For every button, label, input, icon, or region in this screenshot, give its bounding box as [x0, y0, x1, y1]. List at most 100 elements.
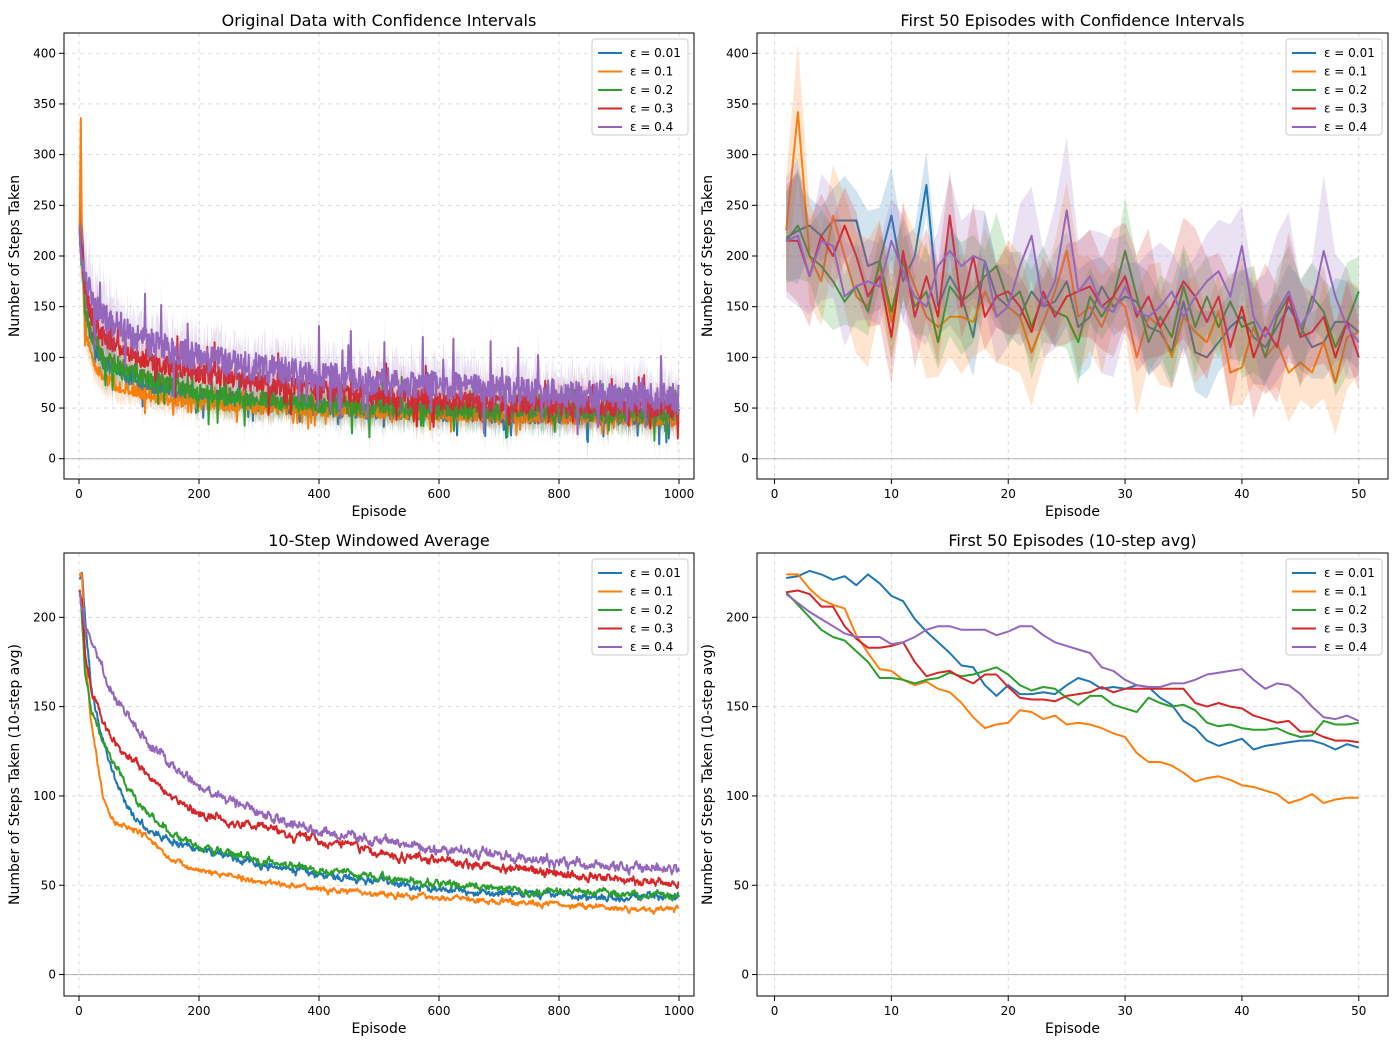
series-line-0	[786, 569, 1360, 751]
y-tick-label: 200	[33, 249, 56, 263]
series-line-1	[78, 572, 680, 915]
series-line-2	[78, 230, 680, 442]
chart-title: First 50 Episodes with Confidence Interv…	[900, 11, 1244, 30]
y-tick-label: 50	[734, 401, 749, 415]
series-line-1	[786, 573, 1359, 805]
legend-label: ε = 0.2	[630, 83, 673, 97]
series-line-2	[785, 224, 1360, 359]
y-axis-label: Number of Steps Taken	[700, 175, 716, 337]
y-tick-label: 300	[33, 148, 56, 162]
legend-box	[1285, 38, 1383, 136]
y-tick-label: 150	[33, 700, 56, 714]
x-tick-label: 0	[771, 1004, 779, 1018]
plot-area	[785, 569, 1360, 805]
y-tick-label: 50	[41, 878, 56, 892]
panel-win50: 0 10 20 30 40 50 0 50 100 150 200 First 50 Episodes…	[700, 531, 1389, 1037]
legend-label: ε = 0.3	[1324, 102, 1367, 116]
legend-label: ε = 0.1	[630, 65, 673, 79]
x-tick-label: 10	[884, 487, 899, 501]
plot-area	[785, 43, 1360, 435]
panel-first50: 0 10 20 30 40 50 0 50 100 150 200 250 300 350 400 First…	[700, 11, 1389, 520]
series-line-4	[785, 209, 1360, 343]
y-axis-label: Number of Steps Taken	[7, 175, 23, 337]
legend-label: ε = 0.1	[630, 585, 673, 599]
axes-frame	[756, 552, 1389, 997]
x-tick-label: 0	[75, 1004, 83, 1018]
y-tick-label: 100	[33, 350, 56, 364]
legend-box	[1285, 558, 1383, 656]
x-tick-label: 10	[884, 1004, 899, 1018]
series-line-3	[78, 589, 680, 890]
series-line-4	[785, 593, 1360, 722]
x-tick-label: 20	[1001, 1004, 1016, 1018]
y-tick-label: 200	[726, 249, 749, 263]
y-tick-label: 50	[734, 878, 749, 892]
y-tick-label: 100	[726, 789, 749, 803]
x-tick-label: 600	[428, 487, 451, 501]
y-axis-label: Number of Steps Taken (10-step avg)	[700, 644, 716, 905]
axes-frame	[63, 552, 695, 997]
x-axis-label: Episode	[352, 504, 407, 520]
series-line-4	[78, 225, 680, 436]
legend-label: ε = 0.01	[630, 566, 681, 580]
y-tick-label: 50	[41, 401, 56, 415]
y-tick-label: 0	[741, 452, 749, 466]
x-tick-label: 600	[428, 1004, 451, 1018]
y-tick-label: 150	[33, 300, 56, 314]
legend-label: ε = 0.2	[630, 603, 673, 617]
series-line-2	[785, 591, 1359, 738]
y-tick-label: 350	[33, 97, 56, 111]
legend: ε = 0.01 ε = 0.1 ε = 0.2 ε = 0.3 ε = 0.4	[1285, 38, 1383, 136]
y-axis-label: Number of Steps Taken (10-step avg)	[7, 644, 23, 905]
legend-label: ε = 0.01	[1324, 46, 1375, 60]
legend-label: ε = 0.01	[630, 46, 681, 60]
legend-label: ε = 0.2	[1324, 603, 1367, 617]
series-line-2	[78, 590, 680, 902]
legend-label: ε = 0.2	[1324, 83, 1367, 97]
legend-label: ε = 0.4	[630, 640, 673, 654]
ci-band-4	[786, 137, 1359, 394]
legend-label: ε = 0.3	[630, 102, 673, 116]
x-axis-label: Episode	[1045, 1021, 1100, 1037]
legend: ε = 0.01 ε = 0.1 ε = 0.2 ε = 0.3 ε = 0.4	[1285, 558, 1383, 656]
legend-label: ε = 0.3	[1324, 622, 1367, 636]
y-tick-label: 100	[726, 350, 749, 364]
y-tick-label: 0	[741, 968, 749, 982]
legend-label: ε = 0.4	[630, 120, 673, 134]
legend-box	[591, 558, 689, 656]
x-tick-label: 40	[1234, 1004, 1249, 1018]
y-tick-label: 0	[48, 452, 56, 466]
x-tick-label: 50	[1351, 487, 1366, 501]
x-tick-label: 0	[771, 487, 779, 501]
y-tick-label: 200	[33, 610, 56, 624]
plot-area	[78, 571, 680, 915]
ci-band-2	[786, 166, 1359, 397]
chart-title: Original Data with Confidence Intervals	[222, 11, 537, 30]
series-line-4	[78, 591, 680, 876]
y-tick-label: 400	[33, 46, 56, 60]
ci-band-1	[786, 43, 1359, 435]
legend-label: ε = 0.4	[1324, 120, 1367, 134]
y-tick-label: 200	[726, 610, 749, 624]
legend-label: ε = 0.1	[1324, 585, 1367, 599]
series-line-0	[785, 184, 1360, 359]
legend: ε = 0.01 ε = 0.1 ε = 0.2 ε = 0.3 ε = 0.4	[591, 558, 689, 656]
legend-box	[591, 38, 689, 136]
chart-title: First 50 Episodes (10-step avg)	[948, 531, 1196, 550]
x-tick-label: 400	[308, 1004, 331, 1018]
x-tick-label: 400	[308, 487, 331, 501]
x-axis-label: Episode	[1045, 504, 1100, 520]
x-tick-label: 1000	[664, 1004, 695, 1018]
chart-title: 10-Step Windowed Average	[268, 531, 490, 550]
y-tick-label: 300	[726, 148, 749, 162]
legend-label: ε = 0.3	[630, 622, 673, 636]
x-tick-label: 50	[1351, 1004, 1366, 1018]
y-tick-label: 250	[726, 198, 749, 212]
y-tick-label: 0	[48, 968, 56, 982]
y-tick-label: 250	[33, 198, 56, 212]
x-axis-label: Episode	[352, 1021, 407, 1037]
panel-orig: 0 200 400 600 800 1000 0 50 100 150 200 250 300 350 40…	[7, 11, 695, 520]
x-tick-label: 800	[548, 487, 571, 501]
series-line-0	[78, 571, 680, 903]
